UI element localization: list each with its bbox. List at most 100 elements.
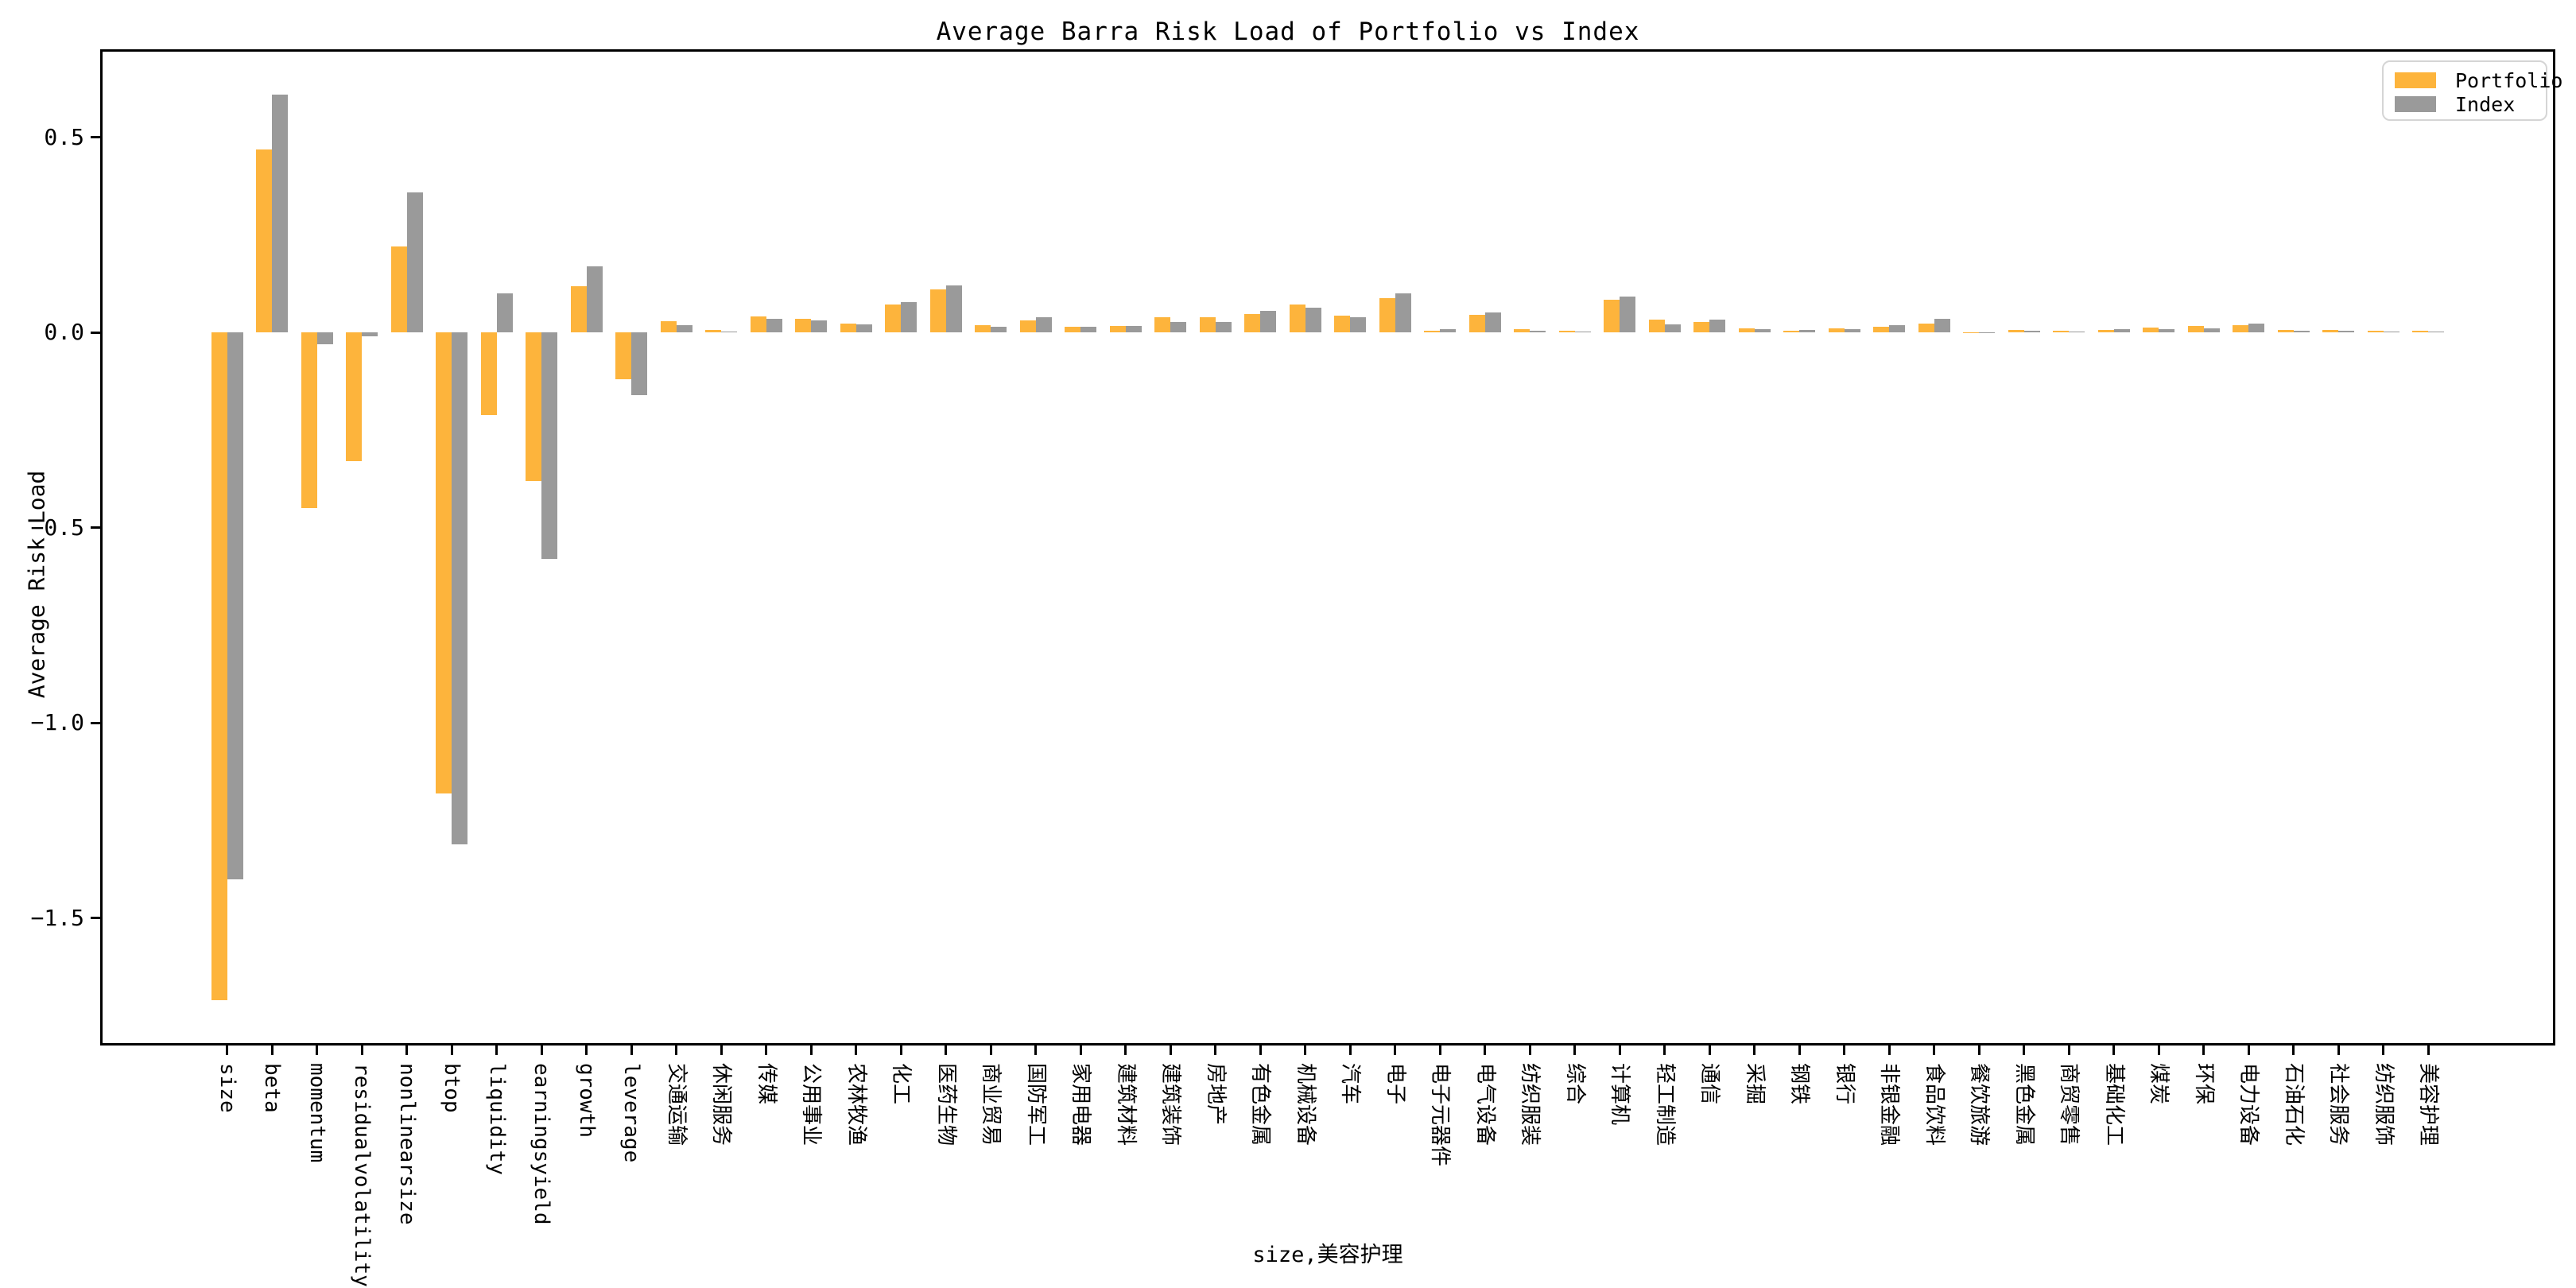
bar-portfolio-钢铁	[1783, 331, 1800, 333]
x-tick	[1034, 1046, 1038, 1055]
x-tick-label: 机械设备	[1293, 1063, 1317, 1146]
x-tick	[1124, 1046, 1127, 1055]
bar-index-电子元器件	[1440, 328, 1457, 333]
bar-index-商业贸易	[991, 327, 1007, 333]
bar-portfolio-煤炭	[2143, 328, 2159, 333]
x-tick-label: 家用电器	[1069, 1063, 1093, 1146]
x-tick-label: 美容护理	[2416, 1063, 2441, 1146]
bar-portfolio-机械设备	[1289, 304, 1305, 333]
x-tick	[630, 1046, 633, 1055]
bar-index-residualvolatility	[362, 332, 378, 337]
x-tick-label: 电力设备	[2237, 1063, 2261, 1146]
x-tick	[1348, 1046, 1352, 1055]
bar-index-size	[227, 332, 243, 879]
x-tick-label: 非银金融	[1877, 1063, 1902, 1146]
x-tick	[1394, 1046, 1397, 1055]
legend-label-index: Index	[2455, 92, 2516, 116]
x-tick-label: 化工	[889, 1063, 914, 1105]
bar-portfolio-国防军工	[1019, 320, 1036, 333]
x-tick	[2067, 1046, 2070, 1055]
bar-index-采掘	[1754, 329, 1771, 333]
bar-index-石油石化	[2293, 331, 2310, 333]
x-tick	[1259, 1046, 1262, 1055]
x-tick-label: 建筑材料	[1113, 1063, 1138, 1146]
bar-index-电气设备	[1484, 312, 1501, 333]
bar-portfolio-综合	[1558, 331, 1575, 333]
bar-index-电子	[1395, 293, 1411, 333]
bar-index-餐饮旅游	[1979, 332, 1996, 333]
bar-index-earningsyield	[541, 332, 558, 560]
x-tick-label: 电气设备	[1472, 1063, 1497, 1146]
x-tick	[1798, 1046, 1801, 1055]
chart-title: Average Barra Risk Load of Portfolio vs …	[936, 17, 1640, 46]
bar-index-leverage	[631, 332, 648, 395]
bar-portfolio-纺织服装	[1514, 329, 1530, 333]
y-tick	[91, 331, 100, 334]
bar-portfolio-化工	[885, 304, 902, 333]
x-tick-label: beta	[260, 1063, 285, 1113]
bar-portfolio-通信	[1693, 321, 1710, 333]
x-tick-label: leverage	[619, 1063, 644, 1163]
y-tick-label: 0.0	[44, 319, 84, 346]
x-tick-label: 电子元器件	[1428, 1063, 1453, 1167]
bar-index-机械设备	[1305, 308, 1321, 333]
y-tick	[91, 721, 100, 724]
x-tick-label: 有色金属	[1248, 1063, 1273, 1146]
x-tick-label: 国防军工	[1023, 1063, 1048, 1146]
x-tick	[1663, 1046, 1666, 1055]
bar-index-momentum	[316, 332, 333, 345]
x-tick	[270, 1046, 274, 1055]
legend-item-portfolio: Portfolio	[2395, 69, 2562, 92]
x-tick	[1708, 1046, 1711, 1055]
bar-portfolio-休闲服务	[705, 330, 722, 333]
x-tick-label: 钢铁	[1787, 1063, 1812, 1105]
x-tick-label: 石油石化	[2281, 1063, 2306, 1146]
bar-index-轻工制造	[1664, 324, 1681, 333]
legend-item-index: Index	[2395, 92, 2546, 116]
bar-index-nonlinearsize	[406, 192, 423, 333]
bar-portfolio-growth	[570, 285, 587, 333]
bar-index-电力设备	[2248, 324, 2265, 333]
bar-portfolio-黑色金属	[2008, 330, 2024, 333]
y-tick	[91, 526, 100, 530]
x-tick	[1843, 1046, 1846, 1055]
bar-index-黑色金属	[2023, 331, 2040, 333]
x-tick-label: momentum	[305, 1063, 329, 1163]
x-tick-label: 银行	[1832, 1063, 1856, 1105]
x-tick-label: 建筑装饰	[1158, 1063, 1183, 1146]
x-tick-label: 电子	[1383, 1063, 1407, 1105]
x-tick-label: liquidity	[484, 1063, 509, 1175]
x-tick	[2112, 1046, 2116, 1055]
x-tick	[1169, 1046, 1172, 1055]
y-tick-label: −0.5	[30, 514, 84, 541]
x-tick-label: 公用事业	[799, 1063, 824, 1146]
x-tick-label: 商贸零售	[2057, 1063, 2081, 1146]
x-tick-label: residualvolatility	[350, 1063, 374, 1287]
bar-index-建筑装饰	[1170, 321, 1187, 333]
x-tick-label: 采掘	[1742, 1063, 1767, 1105]
bar-index-通信	[1709, 320, 1726, 333]
x-tick-label: 计算机	[1608, 1063, 1632, 1126]
x-tick	[1484, 1046, 1487, 1055]
bar-portfolio-建筑装饰	[1154, 317, 1171, 333]
x-tick	[405, 1046, 409, 1055]
bar-portfolio-采掘	[1738, 328, 1755, 333]
x-tick-label: 煤炭	[2147, 1063, 2171, 1105]
x-tick	[495, 1046, 499, 1055]
bar-index-beta	[272, 94, 289, 333]
bar-index-钢铁	[1799, 330, 1816, 333]
bar-portfolio-电子	[1379, 298, 1395, 333]
bar-index-国防军工	[1035, 317, 1052, 333]
y-tick-label: −1.0	[30, 709, 84, 736]
x-tick	[2023, 1046, 2026, 1055]
x-tick	[1977, 1046, 1980, 1055]
bar-index-银行	[1844, 329, 1860, 333]
bar-index-家用电器	[1080, 327, 1097, 333]
x-tick	[855, 1046, 858, 1055]
bar-portfolio-电气设备	[1468, 314, 1485, 333]
x-axis-label: size,美容护理	[1252, 1243, 1403, 1267]
x-tick-label: 社会服务	[2326, 1063, 2351, 1146]
bar-index-公用事业	[811, 320, 828, 333]
x-tick	[675, 1046, 678, 1055]
